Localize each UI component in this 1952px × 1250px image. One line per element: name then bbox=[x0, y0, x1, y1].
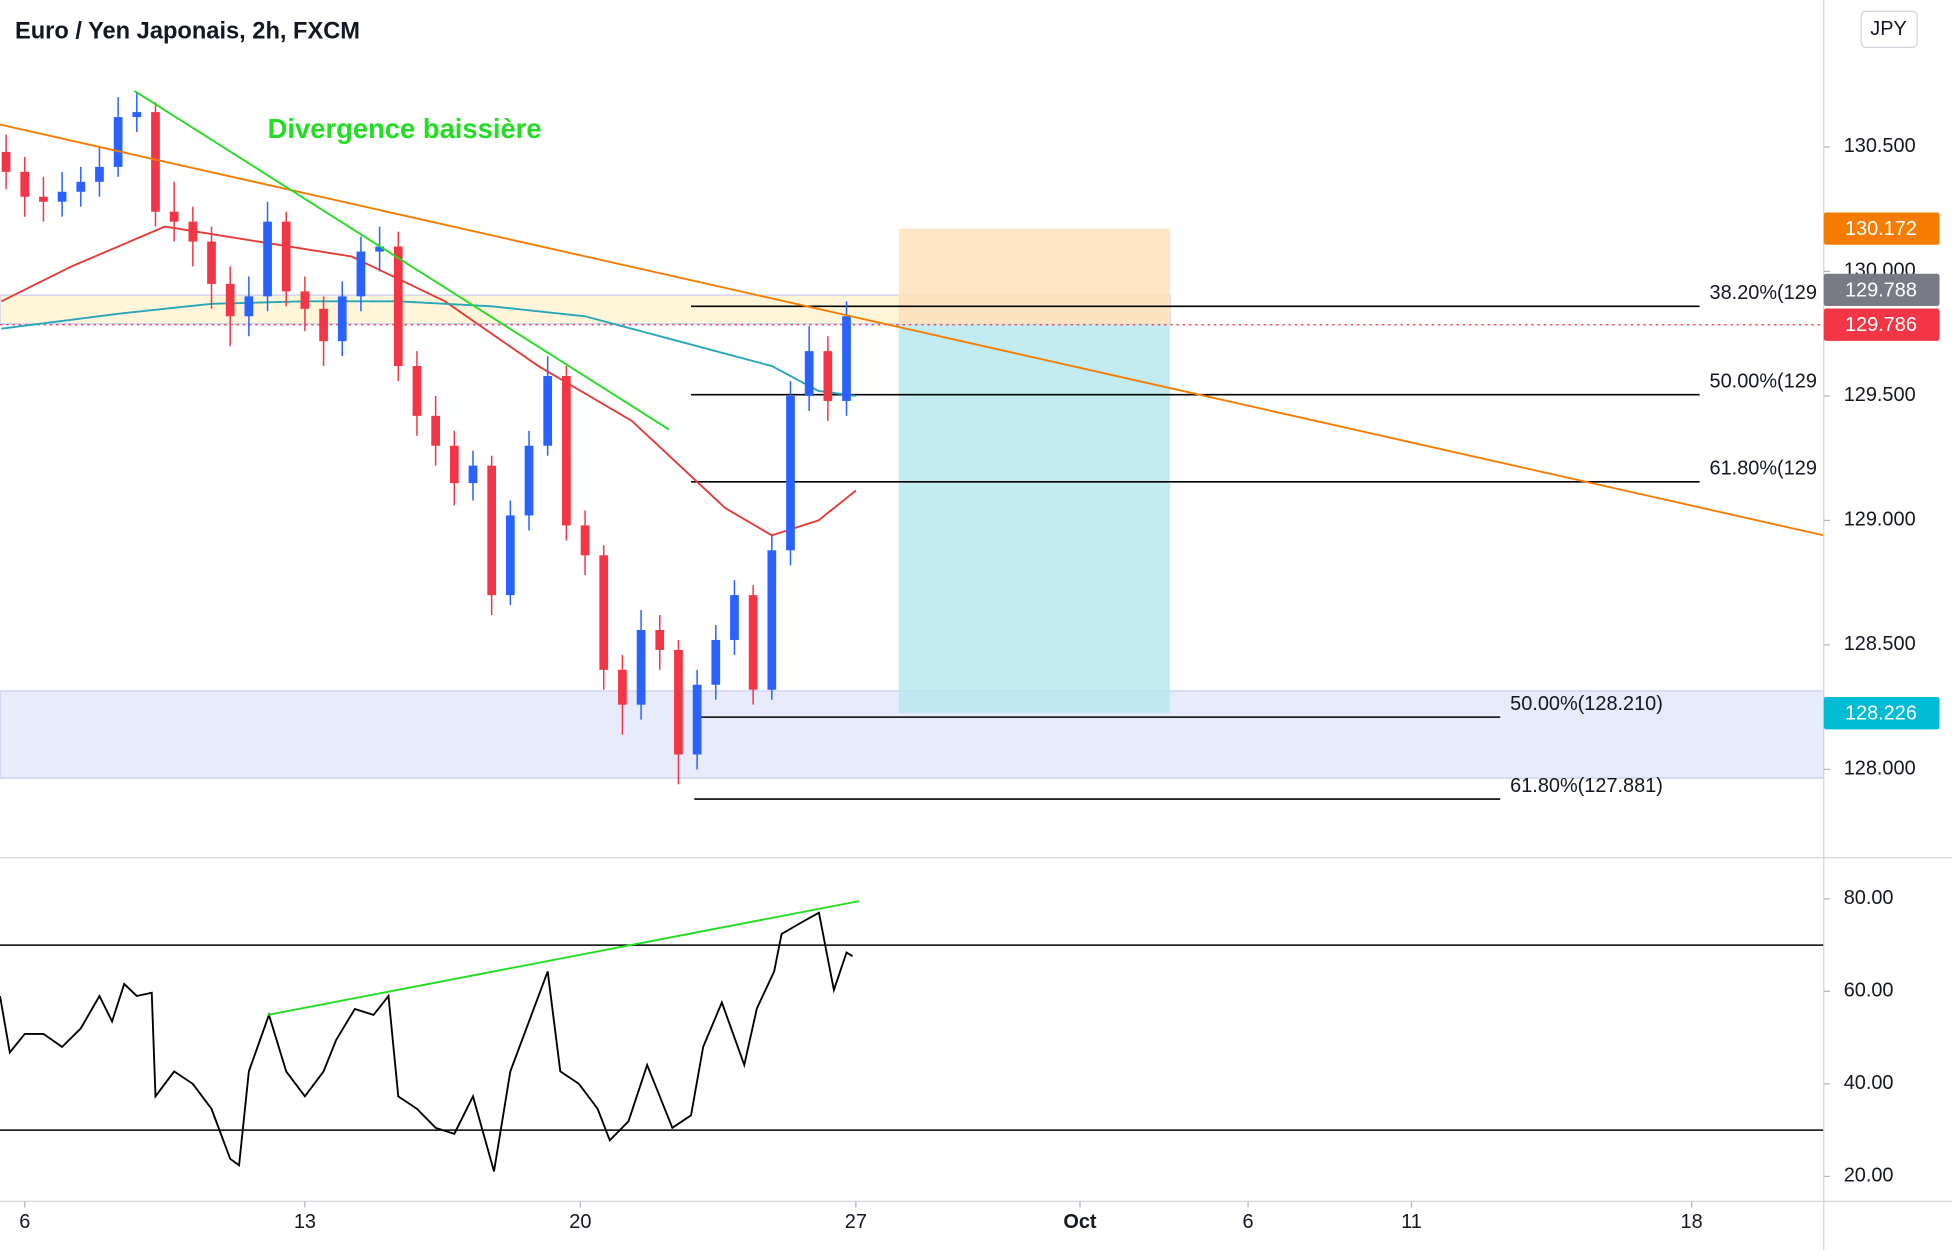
candle-body bbox=[113, 117, 123, 167]
x-tick-label: 20 bbox=[569, 1211, 591, 1233]
candle-body bbox=[674, 649, 683, 755]
candle-body bbox=[711, 639, 721, 685]
candle-body bbox=[636, 629, 646, 705]
rsi-pane bbox=[0, 900, 1824, 1172]
candle-body bbox=[76, 181, 86, 192]
price-badge-label: 129.786 bbox=[1845, 314, 1917, 336]
candle-body bbox=[618, 669, 627, 705]
y-tick-label: 130.500 bbox=[1844, 135, 1916, 157]
currency-label: JPY bbox=[1870, 18, 1907, 40]
price-badge bbox=[1823, 273, 1940, 307]
fib-label: 50.00%(129 bbox=[1710, 371, 1817, 393]
y-tick-label: 80.00 bbox=[1844, 887, 1894, 909]
candle-body bbox=[188, 221, 198, 242]
moving-average bbox=[1, 300, 856, 397]
candle-body bbox=[151, 112, 160, 212]
candle-body bbox=[748, 595, 758, 690]
y-tick-label: 20.00 bbox=[1844, 1165, 1894, 1187]
x-tick-label: 18 bbox=[1681, 1211, 1703, 1233]
candle-body bbox=[1, 151, 11, 172]
position-box bbox=[898, 324, 1171, 714]
candle-body bbox=[281, 221, 291, 292]
y-tick-label: 128.000 bbox=[1844, 758, 1916, 780]
y-tick-label: 60.00 bbox=[1844, 980, 1894, 1002]
position-box bbox=[898, 228, 1171, 325]
candle-body bbox=[505, 515, 515, 596]
candle-body bbox=[786, 395, 795, 551]
price-badge bbox=[1823, 696, 1940, 730]
candle-body bbox=[393, 246, 403, 367]
candle-body bbox=[412, 366, 422, 416]
price-badge bbox=[1823, 308, 1940, 341]
candle-body bbox=[804, 351, 814, 396]
candle-body bbox=[300, 291, 310, 309]
candle-body bbox=[207, 241, 216, 284]
price-badge bbox=[1823, 212, 1940, 245]
chart-title: Euro / Yen Japonais, 2h, FXCM bbox=[15, 19, 360, 45]
price-badge-label: 130.172 bbox=[1845, 218, 1917, 240]
candle-body bbox=[95, 166, 104, 182]
trendline bbox=[267, 900, 860, 1016]
fib-label: 61.80%(127.881) bbox=[1510, 775, 1663, 797]
moving-average bbox=[0, 225, 857, 537]
y-tick-label: 129.000 bbox=[1844, 509, 1916, 531]
x-tick-label: 13 bbox=[294, 1211, 316, 1233]
x-tick-label: Oct bbox=[1063, 1211, 1097, 1233]
rsi-line bbox=[0, 911, 854, 1172]
trendline bbox=[133, 90, 670, 431]
candle-body bbox=[375, 246, 384, 252]
candle-body bbox=[823, 351, 833, 401]
currency-badge bbox=[1860, 10, 1918, 48]
price-pane: 38.20%(129 50.00%(129 61.80%(129 50.00%(128… bbox=[0, 90, 1824, 800]
candle-body bbox=[337, 296, 347, 342]
candle-body bbox=[225, 283, 235, 317]
candle-body bbox=[543, 376, 553, 446]
candle-body bbox=[244, 296, 254, 317]
candle-body bbox=[524, 445, 534, 516]
fib-label: 50.00%(128.210) bbox=[1510, 693, 1663, 715]
x-tick-label: 27 bbox=[845, 1211, 867, 1233]
fib-label: 61.80%(129 bbox=[1710, 458, 1817, 480]
candle-body bbox=[449, 445, 459, 484]
candle-body bbox=[169, 211, 179, 222]
candle-body bbox=[263, 221, 272, 297]
candle-body bbox=[692, 684, 702, 755]
candle-body bbox=[487, 465, 497, 596]
trendline bbox=[0, 123, 1824, 537]
candle-body bbox=[767, 550, 777, 690]
x-tick-label: 6 bbox=[19, 1211, 30, 1233]
y-tick-label: 129.500 bbox=[1844, 384, 1916, 406]
x-tick-label: 6 bbox=[1243, 1211, 1254, 1233]
y-tick-label: 40.00 bbox=[1844, 1072, 1894, 1094]
y-tick-label: 128.500 bbox=[1844, 633, 1916, 655]
price-badge-label: 128.226 bbox=[1845, 703, 1917, 725]
fib-label: 38.20%(129 bbox=[1710, 282, 1817, 304]
candle-body bbox=[730, 595, 739, 640]
candle-body bbox=[431, 415, 440, 446]
candle-body bbox=[39, 196, 48, 202]
candle-body bbox=[57, 191, 67, 202]
price-badge-label: 129.788 bbox=[1845, 279, 1917, 301]
candle-body bbox=[599, 555, 609, 670]
candle-body bbox=[655, 629, 665, 650]
candle-body bbox=[356, 251, 366, 297]
candle-body bbox=[468, 465, 478, 484]
candle-body bbox=[580, 525, 590, 556]
candle-body bbox=[132, 112, 142, 118]
candle-body bbox=[562, 376, 571, 526]
candle-body bbox=[319, 308, 328, 342]
candle-body bbox=[842, 316, 851, 401]
candle-body bbox=[20, 171, 30, 197]
x-tick-label: 11 bbox=[1401, 1211, 1422, 1233]
annotation: Divergence baissière bbox=[268, 113, 542, 144]
